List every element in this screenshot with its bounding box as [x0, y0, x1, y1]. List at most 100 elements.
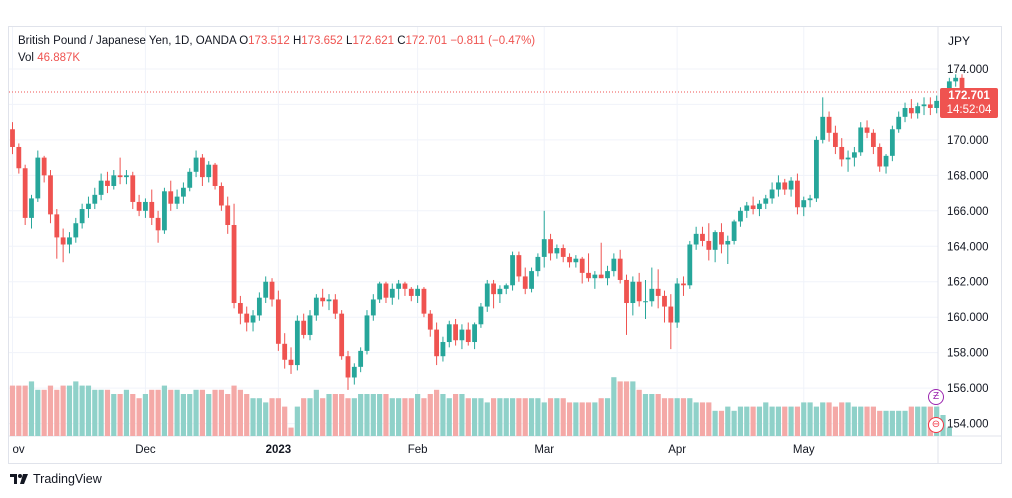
volume-bar	[92, 389, 98, 436]
candle-body	[510, 255, 515, 286]
candle-body	[29, 198, 34, 218]
candle-body	[263, 281, 269, 298]
volume-bar	[560, 398, 566, 436]
candle-body	[364, 315, 370, 351]
volume-bar	[193, 389, 199, 436]
candle-body	[883, 155, 889, 167]
volume-bar	[566, 402, 573, 436]
price-tick-label: 166.000	[947, 206, 989, 218]
candle-body	[79, 209, 85, 224]
candle-body	[124, 175, 129, 178]
volume-bar	[66, 385, 73, 436]
volume-bar	[415, 394, 421, 436]
volume-bar	[756, 406, 763, 436]
volume-bar	[858, 406, 864, 436]
volume-bar	[206, 394, 212, 436]
volume-bar	[535, 398, 541, 436]
volume-bar	[35, 389, 41, 436]
candle-body	[541, 239, 547, 257]
candle-body	[592, 274, 598, 279]
price-tick-label: 154.000	[947, 419, 989, 431]
volume-bar	[522, 398, 528, 436]
volume-bar	[351, 398, 357, 436]
candle-body	[35, 157, 41, 199]
candle-body	[700, 233, 705, 241]
volume-bar	[358, 394, 364, 436]
brand-logo[interactable]: TradingView	[10, 472, 102, 486]
candle-body	[434, 329, 440, 357]
volume-bar	[845, 402, 851, 436]
candle-body	[567, 256, 572, 263]
currency-label[interactable]: JPY	[948, 34, 971, 48]
volume-bar	[294, 406, 300, 436]
candle-body	[200, 157, 205, 178]
candle-body	[250, 315, 256, 323]
candle-body	[927, 104, 933, 108]
volume-bar	[16, 385, 22, 436]
candle-body	[548, 239, 553, 254]
candle-body	[959, 77, 965, 93]
candle-body	[22, 168, 28, 218]
event-marker-icon[interactable]: Ƶ	[928, 389, 944, 405]
candle-body	[206, 164, 212, 178]
volume-bar	[187, 394, 193, 436]
volume-bar	[142, 394, 149, 436]
volume-bar	[307, 398, 313, 436]
candle-body	[516, 255, 522, 277]
candle-body	[497, 288, 503, 295]
candle-body	[149, 201, 155, 218]
candle-body	[187, 171, 193, 188]
time-tick-label: Dec	[135, 444, 156, 456]
volume-bar	[237, 389, 243, 436]
candle-body	[598, 274, 604, 279]
candle-body	[408, 288, 414, 296]
candle-body	[54, 214, 60, 238]
volume-bar	[345, 398, 351, 436]
open-label: O	[239, 35, 249, 47]
volume-bar	[427, 394, 433, 436]
candle-body	[231, 224, 237, 304]
candle-body	[864, 127, 870, 133]
candle-body	[870, 132, 876, 147]
volume-bar	[807, 402, 813, 436]
volume-bar	[301, 398, 307, 436]
candle-body	[98, 180, 104, 195]
candle-body	[674, 283, 680, 323]
volume-bar	[820, 402, 826, 436]
time-tick-label: ov	[13, 444, 25, 456]
volume-bar	[263, 402, 269, 436]
time-tick-label: 2023	[266, 444, 292, 456]
volume-bar	[111, 394, 117, 436]
volume-bar	[41, 389, 47, 436]
volume-bar	[168, 389, 174, 436]
volume-bar	[313, 389, 319, 436]
close-value: 172.701	[405, 35, 448, 47]
candle-body	[826, 116, 832, 133]
volume-bar	[763, 402, 769, 436]
candle-body	[858, 127, 864, 153]
volume-bar	[396, 398, 402, 436]
dividend-marker-icon[interactable]: ⊖	[928, 417, 944, 433]
change-value: −0.811 (−0.47%)	[450, 35, 536, 47]
price-tick-label: 160.000	[947, 312, 989, 324]
volume-bar	[649, 394, 655, 436]
candle-body	[522, 276, 528, 289]
volume-bar	[478, 398, 484, 436]
candle-body	[491, 283, 496, 295]
volume-bar	[775, 406, 782, 436]
chart-frame[interactable]	[8, 26, 1002, 464]
volume-bar	[750, 406, 756, 436]
candle-body	[719, 232, 724, 245]
candle-body	[48, 175, 53, 215]
candle-body	[586, 272, 591, 279]
candle-body	[579, 258, 585, 273]
volume-bar	[832, 406, 838, 436]
volume-bar	[737, 406, 744, 436]
volume-bar	[712, 410, 718, 436]
volume-bar	[47, 385, 54, 436]
candle-body	[162, 191, 167, 231]
candle-body	[193, 157, 199, 172]
candle-body	[725, 240, 731, 245]
close-label: C	[397, 35, 406, 47]
